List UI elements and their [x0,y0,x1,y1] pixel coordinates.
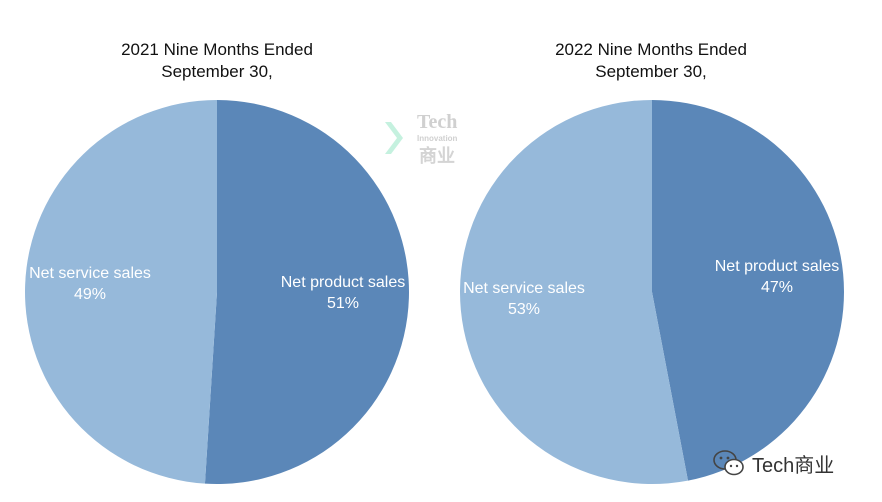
chart-2-title-line-2: September 30, [595,62,707,81]
wechat-watermark: Tech商业 [712,446,834,480]
pie-1-label-service: Net service sales [29,265,151,282]
pie-1-slice-service [25,100,217,484]
chart-1-title-line-2: September 30, [161,62,273,81]
tech-logo-watermark: Tech Innovation 商业 [385,111,458,167]
chart-1-title: 2021 Nine Months Ended September 30, [47,39,387,83]
pie-1-value-service: 49% [74,286,106,303]
chart-2-title-line-1: 2022 Nine Months Ended [555,40,747,59]
logo-cn: 商业 [419,145,455,167]
chevron-logo-icon [385,122,403,154]
pie-chart-2: Net product sales 47% Net service sales 53% [460,100,845,484]
chart-1-title-line-1: 2021 Nine Months Ended [121,40,313,59]
pie-chart-1: Net product sales 51% Net service sales 49% [25,100,410,484]
logo-word: Tech [417,111,457,133]
pie-2-value-product: 47% [761,279,793,296]
pie-2-slice-product [652,100,845,481]
pie-2-slice-service [460,100,688,484]
pie-1-slice-product [204,100,410,484]
logo-sub: Innovation [417,134,458,143]
pie-2-value-service: 53% [508,301,540,318]
chart-2-title: 2022 Nine Months Ended September 30, [481,39,821,83]
pie-1-value-product: 51% [327,295,359,312]
pie-2-label-product: Net product sales [715,258,840,275]
wechat-icon [713,450,744,476]
pie-1-label-product: Net product sales [281,274,406,291]
wechat-text: Tech商业 [752,454,835,477]
pie-2-label-service: Net service sales [463,280,585,297]
